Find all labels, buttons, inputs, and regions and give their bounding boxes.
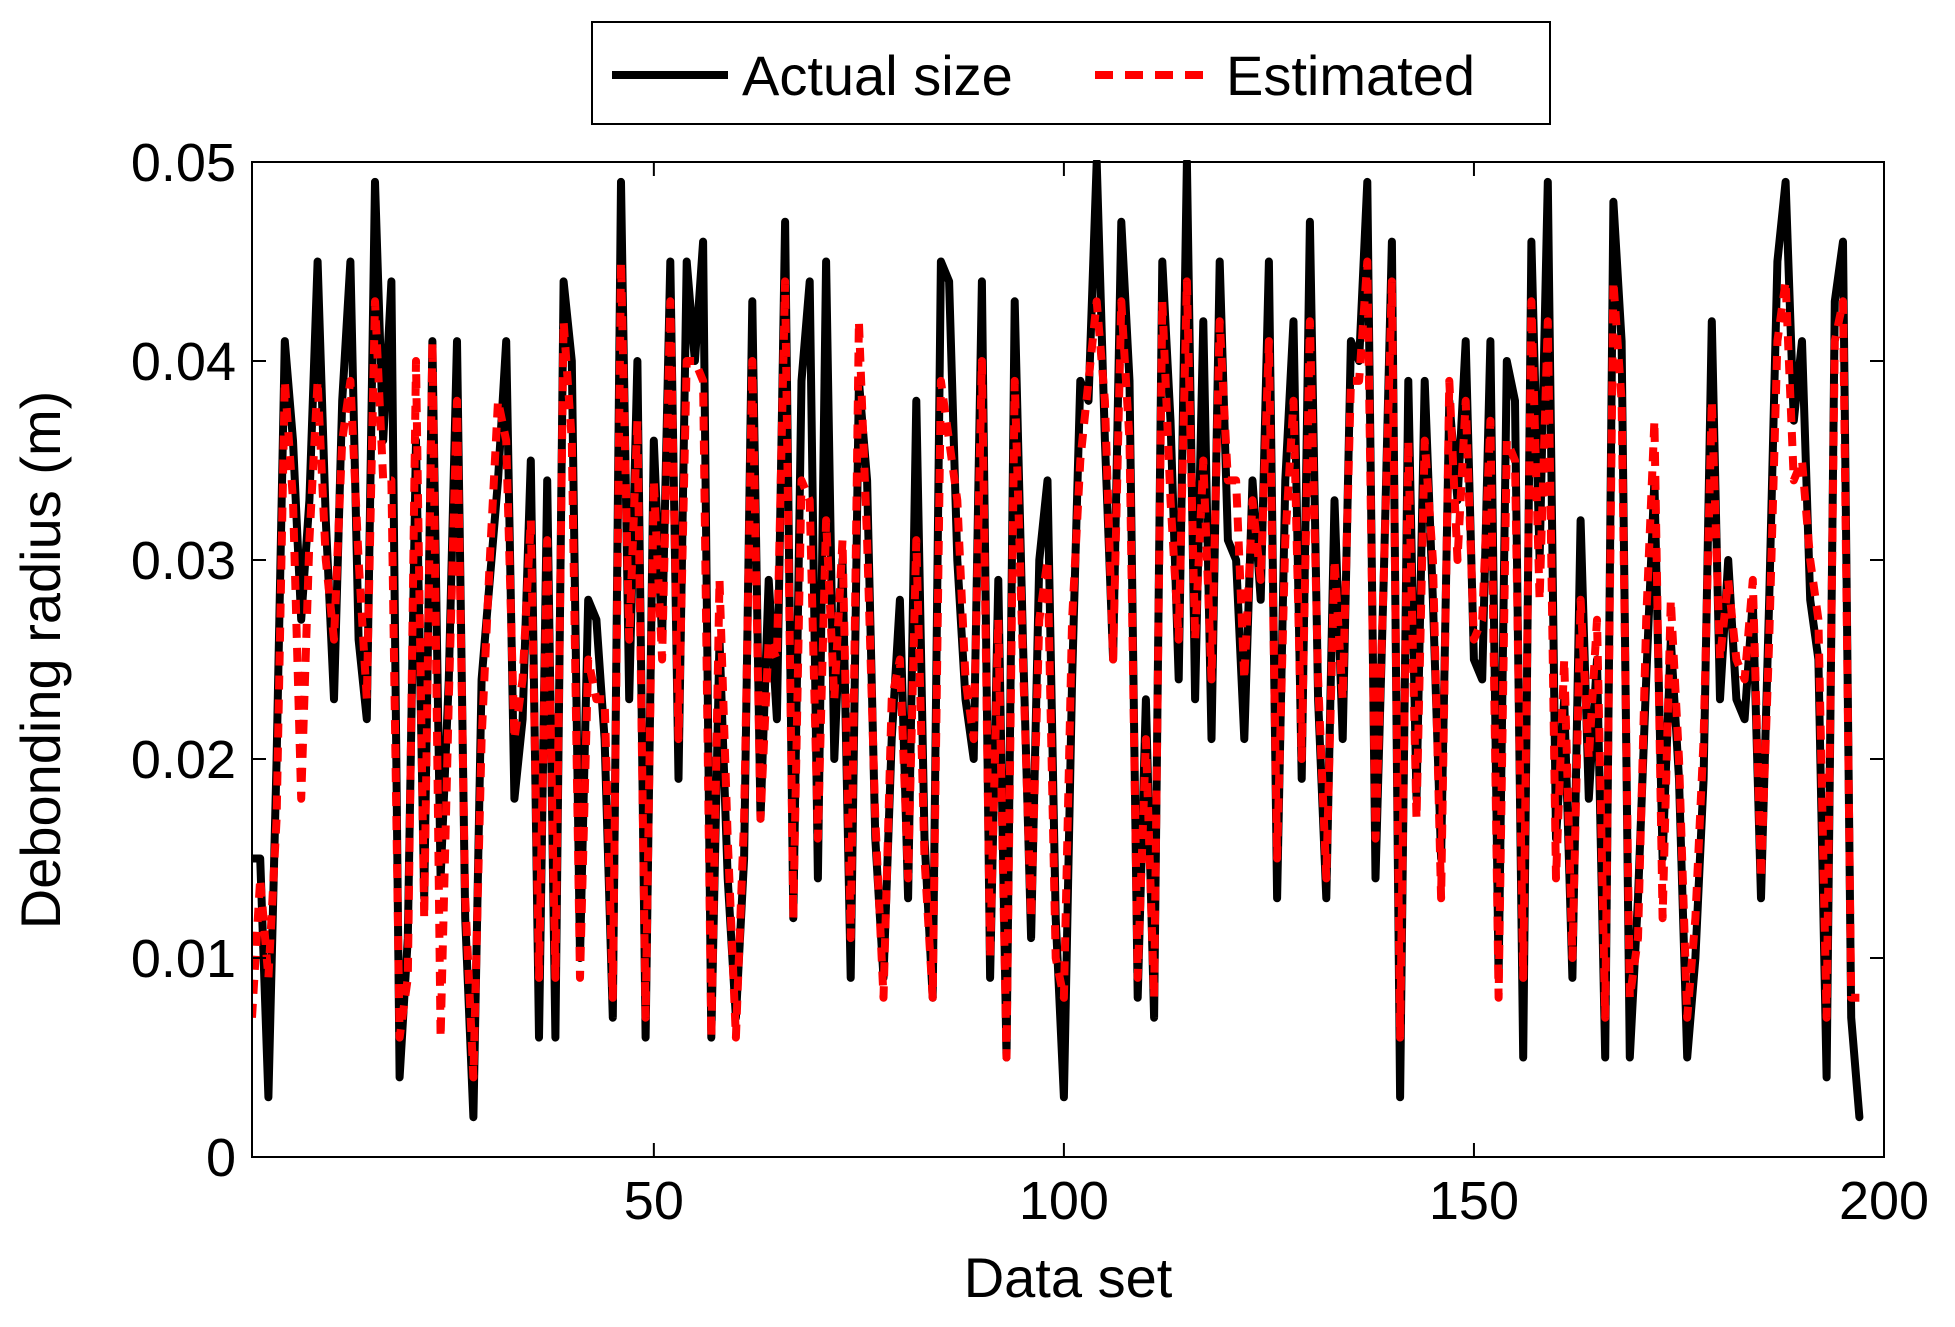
x-tick-label: 150 bbox=[1429, 1171, 1519, 1231]
x-tick-label: 100 bbox=[1019, 1171, 1109, 1231]
x-axis-label: Data set bbox=[964, 1246, 1173, 1309]
plot-area-frame bbox=[251, 161, 1885, 1158]
x-tick-label: 50 bbox=[624, 1171, 684, 1231]
y-tick-label: 0.02 bbox=[131, 730, 236, 790]
legend-label-estimated: Estimated bbox=[1226, 44, 1475, 107]
series-line-estimated bbox=[252, 257, 1860, 1082]
legend-label-actual: Actual size bbox=[742, 44, 1013, 107]
x-axis-ticks: 50 100 150 200 bbox=[624, 162, 1929, 1231]
y-tick-label: 0.03 bbox=[131, 531, 236, 591]
y-axis-label: Debonding radius (m) bbox=[9, 391, 72, 929]
x-tick-label: 200 bbox=[1839, 1171, 1929, 1231]
legend-box bbox=[591, 21, 1551, 125]
y-axis-ticks: 0 0.01 0.02 0.03 0.04 0.05 bbox=[131, 133, 1884, 1188]
series-layer bbox=[252, 160, 1864, 1122]
y-tick-label: 0.04 bbox=[131, 332, 236, 392]
y-tick-label: 0.05 bbox=[131, 133, 236, 193]
y-tick-label: 0 bbox=[206, 1128, 236, 1188]
legend: Actual size Estimated bbox=[591, 21, 1551, 125]
y-tick-label: 0.01 bbox=[131, 929, 236, 989]
